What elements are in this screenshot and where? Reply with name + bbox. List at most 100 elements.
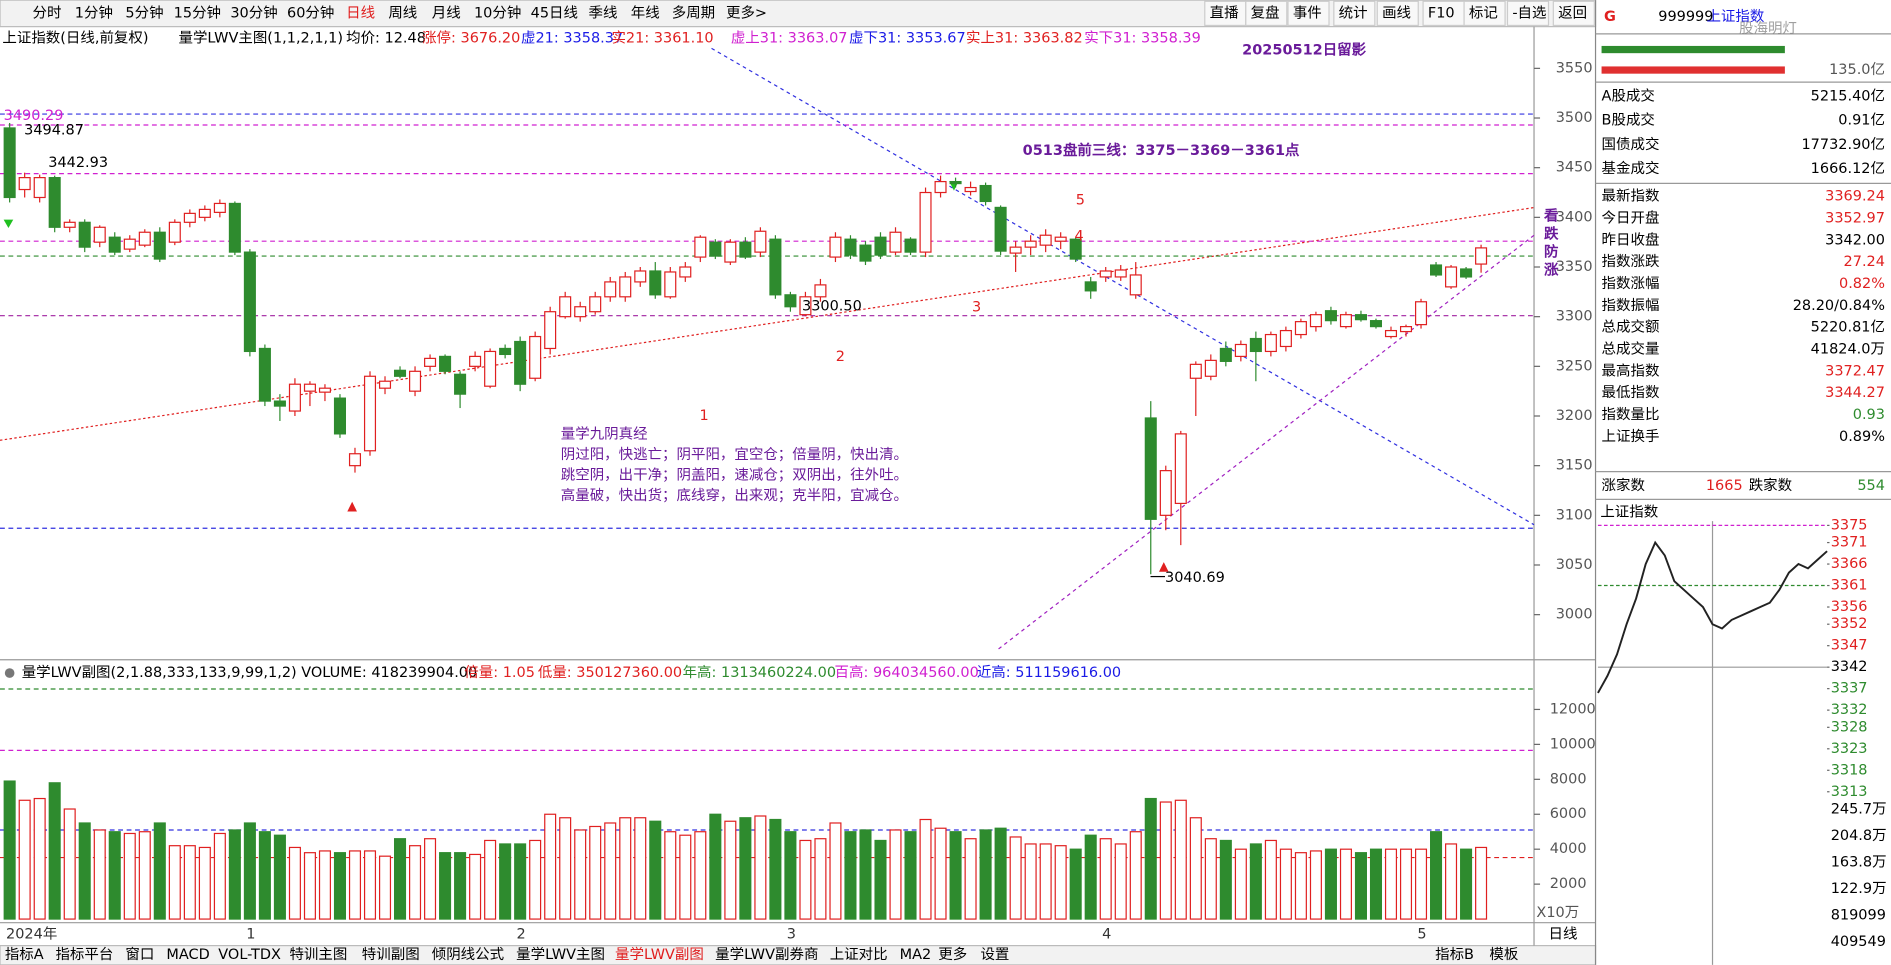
- tool-button: [1552, 0, 1595, 27]
- period-tab[interactable]: 60分钟: [287, 4, 334, 21]
- volume-bar: [484, 839, 497, 920]
- period-tab[interactable]: 季线: [589, 4, 618, 21]
- tool-button-label[interactable]: F10: [1428, 5, 1455, 21]
- period-tab[interactable]: 45日线: [531, 4, 578, 21]
- bottom-tab[interactable]: MACD: [166, 947, 209, 963]
- volume-bar: [934, 827, 947, 920]
- period-tab[interactable]: 日线: [346, 4, 375, 21]
- candle-body: [499, 347, 512, 356]
- volume-bar: [559, 817, 572, 920]
- volume-field: 量学LWV副图(2,1.88,333,133,9,99,1,2) VOLUME:…: [22, 664, 478, 681]
- quote-value: 3369.24: [1825, 189, 1885, 205]
- volume-bar: [1354, 852, 1367, 920]
- period-tab[interactable]: 月线: [432, 4, 461, 21]
- quote-value: 27.24: [1844, 254, 1885, 270]
- y-tick-label: 10000: [1550, 736, 1596, 752]
- candle-body: [409, 370, 422, 392]
- bottom-tab[interactable]: 指标B: [1435, 946, 1474, 963]
- y-tick-label: 3400: [1556, 209, 1593, 225]
- y-tick-label: 3550: [1556, 60, 1593, 76]
- volume-bar: [964, 838, 977, 920]
- candle-body: [739, 241, 752, 258]
- period-tab[interactable]: 更多>: [726, 4, 767, 21]
- period-tab[interactable]: 10分钟: [474, 4, 521, 21]
- bottom-tab[interactable]: VOL-TDX: [218, 947, 281, 963]
- price-label: 3490.29: [4, 108, 64, 124]
- tool-button-label[interactable]: 统计: [1339, 4, 1368, 21]
- bottom-tab[interactable]: 更多: [938, 946, 967, 963]
- bottom-tab[interactable]: 指标A: [5, 946, 44, 963]
- volume-bar: [784, 831, 797, 920]
- candle-body: [619, 276, 632, 298]
- period-tab[interactable]: 1分钟: [75, 4, 113, 21]
- y-tick-label: 3361: [1831, 578, 1868, 594]
- bottom-tab[interactable]: 设置: [980, 946, 1009, 963]
- trend-line: [0, 206, 1535, 441]
- candle-body: [1114, 269, 1127, 278]
- breadth-label: 涨家数: [1602, 477, 1646, 494]
- wave-label: 3: [972, 300, 981, 316]
- volume-bar: [979, 829, 992, 920]
- tool-button-label[interactable]: 返回: [1558, 4, 1587, 21]
- period-tab[interactable]: 分时: [33, 4, 62, 21]
- bottom-tab[interactable]: MA2: [900, 947, 932, 963]
- period-tab[interactable]: 年线: [631, 4, 660, 21]
- y-tick-label: 3050: [1556, 557, 1593, 573]
- candle-body: [574, 306, 587, 318]
- volume-field: 近高: 511159616.00: [977, 664, 1121, 681]
- tool-button-label[interactable]: 画线: [1382, 4, 1411, 21]
- volume-bar: [1219, 839, 1232, 920]
- volume-bar: [574, 829, 587, 920]
- bottom-tab[interactable]: 量学LWV主图: [516, 946, 605, 963]
- candle-body: [979, 184, 992, 203]
- candle-body: [1475, 247, 1488, 265]
- tool-button-label[interactable]: 标记: [1469, 4, 1498, 21]
- bottom-tab[interactable]: 倾阴线公式: [432, 946, 504, 963]
- candle-body: [439, 355, 452, 372]
- candle-body: [393, 369, 407, 377]
- bottom-tab[interactable]: 指标平台: [55, 946, 113, 963]
- quote-label: 基金成交: [1602, 159, 1660, 177]
- y-tick-label: 2000: [1550, 876, 1587, 892]
- bottom-tab[interactable]: 特训主图: [289, 946, 347, 963]
- period-tab[interactable]: 周线: [388, 4, 417, 21]
- candle-body: [1054, 236, 1067, 242]
- volume-bar: [994, 827, 1007, 920]
- date-label: 3: [787, 927, 796, 943]
- price-label: 3040.69: [1165, 570, 1225, 586]
- volume-bar: [829, 822, 842, 920]
- date-label: 1: [246, 927, 255, 943]
- volume-bar: [303, 852, 316, 920]
- volume-bar: [1174, 799, 1187, 920]
- tool-button-label[interactable]: 复盘: [1251, 3, 1280, 21]
- bottom-tab[interactable]: 模板: [1489, 945, 1518, 963]
- candle-body: [604, 281, 617, 298]
- breadth-value: 554: [1857, 478, 1885, 494]
- candle-body: [3, 127, 16, 199]
- bottom-tab[interactable]: 量学LWV副券商: [715, 946, 818, 963]
- candle-body: [769, 238, 782, 296]
- volume-bar: [1249, 843, 1262, 920]
- period-tab[interactable]: 30分钟: [230, 4, 277, 21]
- volume-bar: [709, 813, 722, 920]
- volume-bar: [769, 818, 782, 920]
- y-tick-label: 3200: [1556, 408, 1593, 424]
- volume-bar: [48, 782, 61, 920]
- candle-body: [664, 271, 677, 298]
- candle-body: [469, 355, 482, 367]
- period-tab[interactable]: 15分钟: [174, 4, 221, 21]
- bottom-tab[interactable]: 量学LWV副图: [615, 946, 704, 963]
- tool-button-label[interactable]: -自选: [1512, 4, 1546, 21]
- tool-button-label[interactable]: 直播: [1210, 4, 1239, 21]
- bottom-tab[interactable]: 窗口: [125, 945, 154, 963]
- volume-label: 122.9万: [1831, 881, 1887, 897]
- candle-body: [1249, 337, 1262, 353]
- period-tab[interactable]: 多周期: [672, 4, 715, 21]
- tool-button-label[interactable]: 事件: [1293, 4, 1322, 21]
- period-tab[interactable]: 5分钟: [125, 4, 163, 21]
- quote-label: 总成交量: [1602, 339, 1660, 357]
- volume-field: 低量: 350127360.00: [538, 664, 682, 681]
- volume-bar: [1384, 848, 1398, 920]
- bottom-tab[interactable]: 特训副图: [362, 946, 420, 963]
- bottom-tab[interactable]: 上证对比: [830, 946, 888, 963]
